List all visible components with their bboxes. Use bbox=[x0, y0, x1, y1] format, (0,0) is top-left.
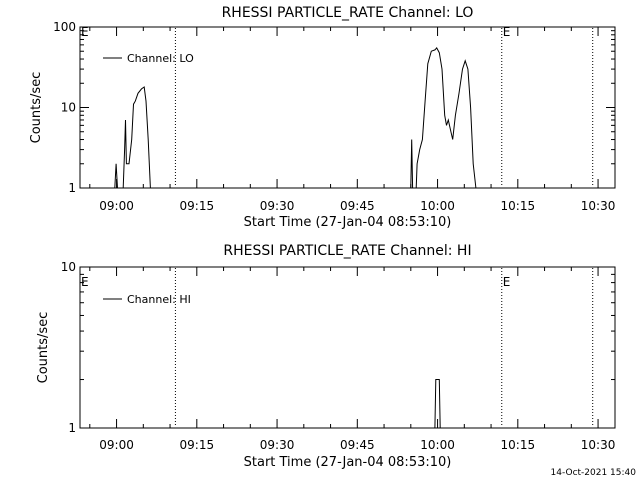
x-tick-label: 10:15 bbox=[501, 438, 536, 452]
x-tick-label: 10:15 bbox=[501, 199, 536, 213]
y-tick-label: 10 bbox=[61, 260, 76, 274]
x-tick-label: 10:30 bbox=[581, 438, 616, 452]
event-annotation: E bbox=[81, 25, 89, 39]
legend-entry: Channel: LO bbox=[127, 52, 194, 65]
chart-title: RHESSI PARTICLE_RATE Channel: LO bbox=[222, 5, 474, 21]
y-tick-label: 1 bbox=[68, 181, 76, 195]
x-tick-label: 09:30 bbox=[260, 199, 295, 213]
chart-title: RHESSI PARTICLE_RATE Channel: HI bbox=[223, 243, 471, 259]
x-tick-label: 09:00 bbox=[99, 438, 134, 452]
series-line bbox=[434, 379, 441, 429]
x-axis-label: Start Time (27-Jan-04 08:53:10) bbox=[244, 215, 452, 230]
y-tick-label: 1 bbox=[68, 421, 76, 435]
x-tick-label: 09:45 bbox=[340, 438, 375, 452]
event-annotation: E bbox=[503, 275, 511, 289]
x-tick-label: 09:00 bbox=[99, 199, 134, 213]
x-axis-label: Start Time (27-Jan-04 08:53:10) bbox=[244, 455, 452, 470]
series-line bbox=[114, 47, 477, 189]
x-tick-label: 09:30 bbox=[260, 438, 295, 452]
event-annotation: E bbox=[81, 275, 89, 289]
x-tick-label: 09:45 bbox=[340, 199, 375, 213]
chart-panel-lo: RHESSI PARTICLE_RATE Channel: LO 1 10 100 Co… bbox=[29, 5, 616, 230]
y-tick-label: 10 bbox=[61, 101, 76, 115]
chart-panel-hi: RHESSI PARTICLE_RATE Channel: HI 1 10 Count… bbox=[36, 243, 616, 470]
x-tick-label: 10:00 bbox=[420, 199, 455, 213]
x-tick-label: 09:15 bbox=[180, 438, 215, 452]
y-axis-label: Counts/sec bbox=[36, 312, 51, 384]
y-axis-label: Counts/sec bbox=[29, 72, 44, 144]
y-tick-label: 100 bbox=[53, 20, 76, 34]
event-annotation: E bbox=[503, 25, 511, 39]
x-tick-label: 10:30 bbox=[581, 199, 616, 213]
x-tick-label: 09:15 bbox=[180, 199, 215, 213]
timestamp-footer: 14-Oct-2021 15:40 bbox=[550, 468, 636, 478]
x-tick-label: 10:00 bbox=[420, 438, 455, 452]
plot-frame bbox=[79, 266, 616, 429]
legend-entry: Channel: HI bbox=[127, 293, 191, 306]
